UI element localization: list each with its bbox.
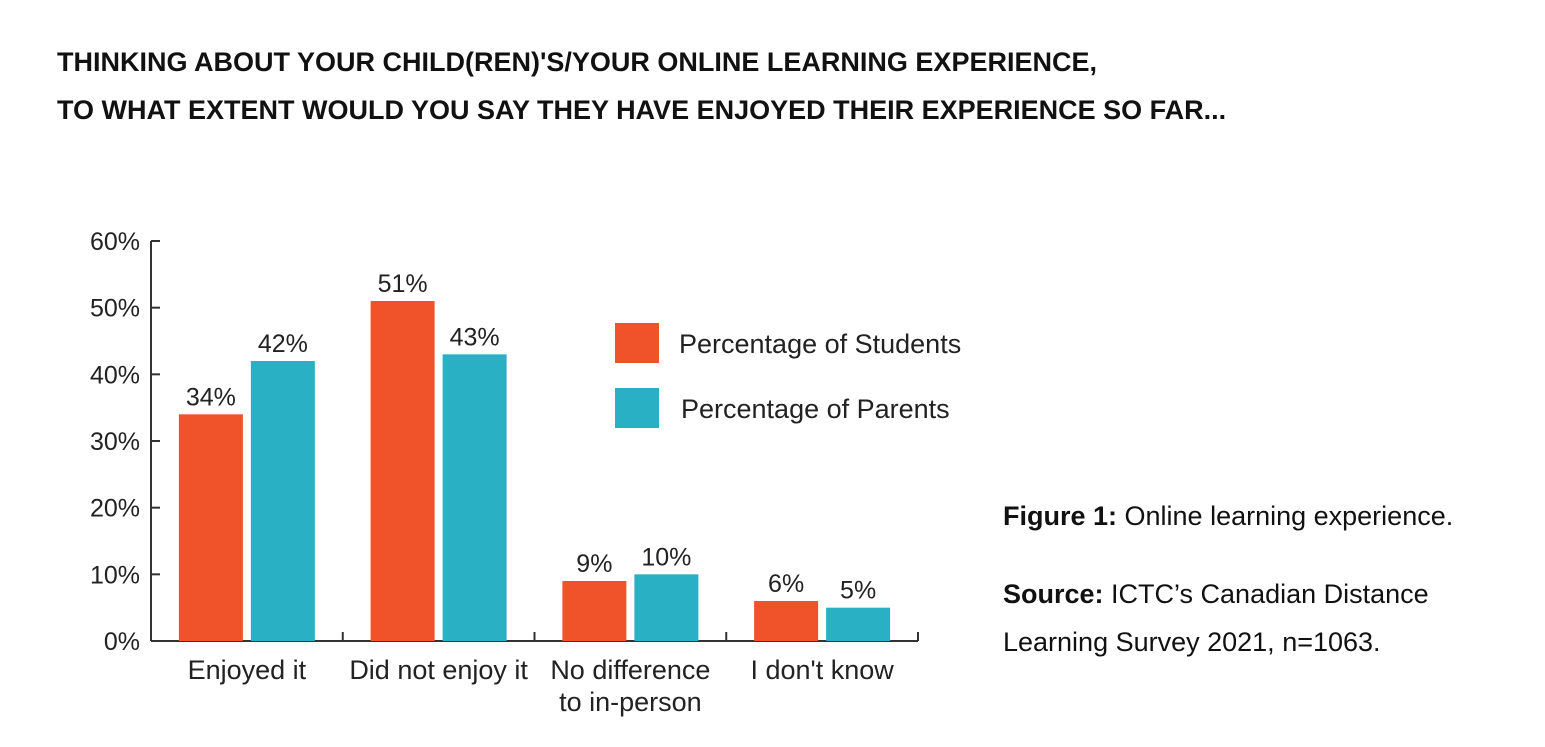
category-label: to in-person [559,687,702,717]
data-label: 5% [840,577,876,605]
data-label: 51% [378,270,428,298]
data-label: 42% [258,330,308,358]
source-line: Source: ICTC’s Canadian Distance [1003,570,1453,618]
y-tick-label: 0% [104,628,140,656]
data-label: 9% [576,550,612,578]
legend-swatch [615,323,659,363]
data-label: 43% [450,323,500,351]
bar [826,607,891,641]
source-line-2: Learning Survey 2021, n=1063. [1003,627,1381,657]
category-label: I don't know [751,655,895,685]
y-tick-label: 60% [90,228,140,256]
figure-line: Figure 1: Online learning experience. [1003,492,1453,540]
bar [562,581,627,641]
figure-caption: Figure 1: Online learning experience. So… [1003,492,1453,666]
data-label: 6% [768,570,804,598]
y-tick-label: 30% [90,428,140,456]
legend-swatch [615,388,659,428]
figure-text: Online learning experience. [1117,501,1454,531]
bar [250,361,315,641]
category-label: Enjoyed it [188,655,307,685]
chart-title: THINKING ABOUT YOUR CHILD(REN)'S/YOUR ON… [57,38,1226,134]
legend-label: Percentage of Parents [681,394,950,424]
legend-label: Percentage of Students [679,329,961,359]
title-line-2: TO WHAT EXTENT WOULD YOU SAY THEY HAVE E… [57,95,1227,125]
bar [754,601,819,641]
data-label: 34% [186,383,236,411]
figure-label: Figure 1: [1003,501,1118,531]
bar [442,354,507,641]
bar [370,301,435,641]
y-tick-label: 50% [90,295,140,323]
source-label: Source: [1003,579,1104,609]
category-label: No difference [550,655,710,685]
data-label: 10% [641,543,691,571]
y-tick-label: 40% [90,361,140,389]
bar [178,414,243,641]
y-tick-label: 10% [90,561,140,589]
y-tick-label: 20% [90,495,140,523]
category-label: Did not enjoy it [349,655,528,685]
title-line-1: THINKING ABOUT YOUR CHILD(REN)'S/YOUR ON… [57,47,1097,77]
source-text-1: ICTC’s Canadian Distance [1103,579,1429,609]
bar [634,574,699,641]
